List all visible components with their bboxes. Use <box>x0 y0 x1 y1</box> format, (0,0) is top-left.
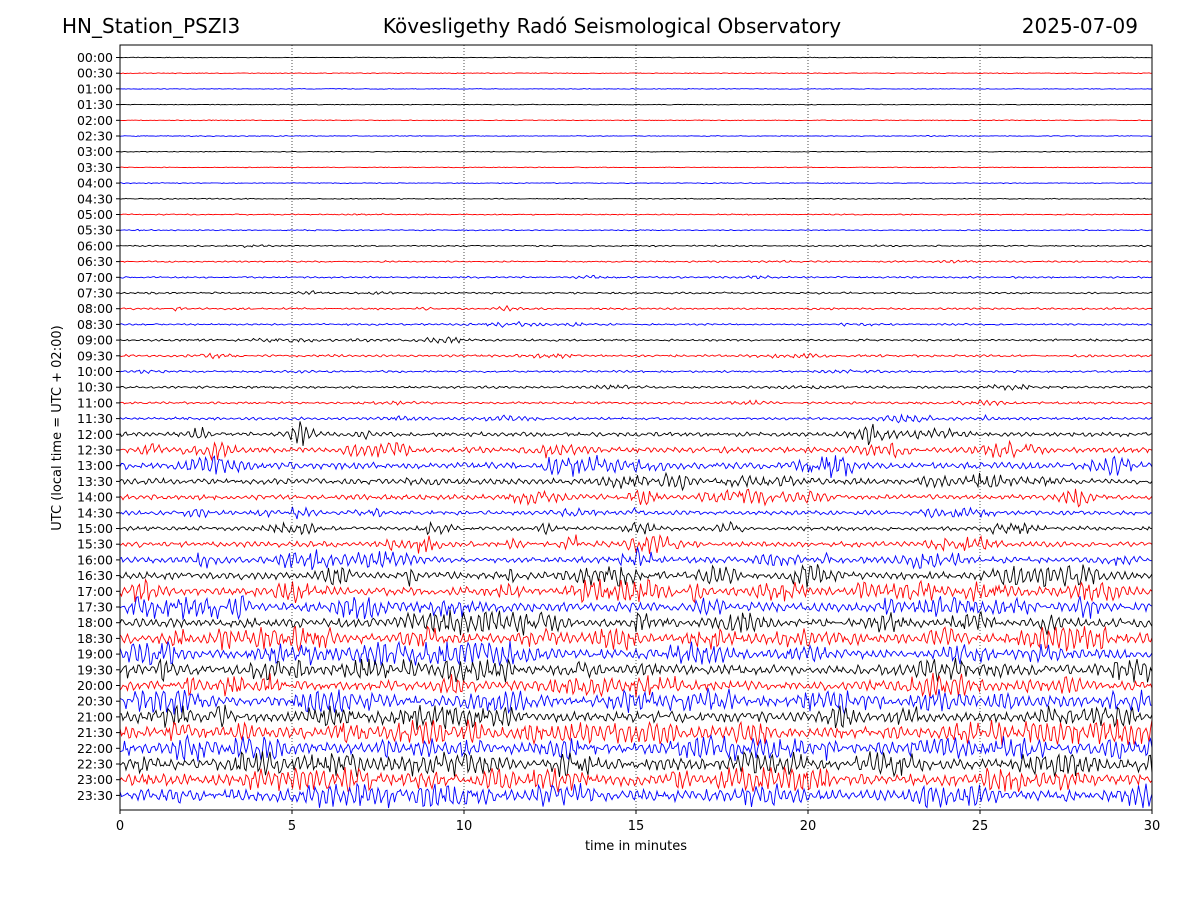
y-tick-label: 20:00 <box>77 678 113 693</box>
y-tick-label: 20:30 <box>77 694 113 709</box>
y-tick-label: 16:00 <box>77 552 113 567</box>
y-tick-label: 05:30 <box>77 223 113 238</box>
y-tick-label: 11:30 <box>77 411 113 426</box>
y-tick-label: 10:30 <box>77 380 113 395</box>
trace-0300 <box>119 150 1153 153</box>
y-tick-label: 14:30 <box>77 505 113 520</box>
y-tick-label: 06:30 <box>77 254 113 269</box>
trace-1430 <box>119 506 1153 520</box>
x-tick-label: 30 <box>1144 819 1161 834</box>
trace-0730 <box>120 290 1153 295</box>
trace-1100 <box>119 399 1153 407</box>
trace-1330 <box>119 471 1153 492</box>
trace-2000 <box>119 672 1153 698</box>
trace-1130 <box>119 413 1153 424</box>
y-tick-label: 05:00 <box>77 207 113 222</box>
trace-1730 <box>119 595 1153 621</box>
y-tick-label: 15:30 <box>77 537 113 552</box>
y-tick-label: 13:30 <box>77 474 113 489</box>
y-tick-label: 03:30 <box>77 160 113 175</box>
y-tick-label: 19:30 <box>77 662 113 677</box>
y-tick-label: 00:00 <box>77 50 113 65</box>
trace-1400 <box>119 488 1153 508</box>
trace-0100 <box>119 88 1152 90</box>
y-tick-label: 22:30 <box>77 757 113 772</box>
y-tick-label: 21:30 <box>77 725 113 740</box>
y-tick-label: 19:00 <box>77 647 113 662</box>
y-axis-label: UTC (local time = UTC + 02:00) <box>50 325 65 530</box>
trace-2300 <box>119 766 1153 793</box>
y-tick-label: 12:00 <box>77 427 113 442</box>
y-tick-label: 08:30 <box>77 317 113 332</box>
y-tick-label: 04:00 <box>77 176 113 191</box>
trace-0330 <box>119 166 1153 169</box>
recording-date: 2025-07-09 <box>1021 14 1138 38</box>
y-tick-label: 09:30 <box>77 348 113 363</box>
y-tick-label: 04:30 <box>77 191 113 206</box>
y-tick-label: 07:00 <box>77 270 113 285</box>
y-tick-label: 15:00 <box>77 521 113 536</box>
trace-0530 <box>119 228 1153 232</box>
y-tick-label: 12:30 <box>77 443 113 458</box>
y-tick-label: 03:00 <box>77 144 113 159</box>
x-tick-label: 20 <box>800 819 817 834</box>
observatory-title: Kövesligethy Radó Seismological Observat… <box>382 14 842 38</box>
trace-2230 <box>119 751 1153 778</box>
trace-1000 <box>119 369 1153 375</box>
y-tick-label: 11:00 <box>77 395 113 410</box>
x-axis-label: time in minutes <box>585 839 687 854</box>
y-tick-label: 02:30 <box>77 129 113 144</box>
trace-0030 <box>119 72 1153 75</box>
x-tick-label: 25 <box>972 819 989 834</box>
trace-1200 <box>119 421 1153 446</box>
trace-0130 <box>119 103 1153 106</box>
y-tick-label: 10:00 <box>77 364 113 379</box>
y-tick-label: 17:00 <box>77 584 113 599</box>
y-tick-label: 07:30 <box>77 286 113 301</box>
y-tick-label: 06:00 <box>77 238 113 253</box>
y-tick-label: 22:00 <box>77 741 113 756</box>
x-tick-label: 0 <box>116 819 124 834</box>
trace-0930 <box>119 352 1153 360</box>
x-axis: 0 5 10 15 20 25 30 <box>116 810 1160 834</box>
trace-2200 <box>119 733 1153 762</box>
y-tick-label: 18:30 <box>77 631 113 646</box>
y-tick-label: 01:30 <box>77 97 113 112</box>
y-tick-label: 08:00 <box>77 301 113 316</box>
y-tick-label: 23:30 <box>77 788 113 803</box>
y-tick-label: 14:00 <box>77 490 113 505</box>
y-tick-label: 01:00 <box>77 81 113 96</box>
y-tick-label: 17:30 <box>77 600 113 615</box>
y-tick-label: 09:00 <box>77 333 113 348</box>
y-tick-label: 00:30 <box>77 66 113 81</box>
x-tick-label: 10 <box>456 819 473 834</box>
y-tick-label: 23:00 <box>77 772 113 787</box>
trace-2030 <box>119 687 1152 715</box>
y-tick-label: 16:30 <box>77 568 113 583</box>
trace-1900 <box>119 640 1153 667</box>
y-tick-label: 13:00 <box>77 458 113 473</box>
y-axis: 00:0000:3001:0001:3002:0002:3003:0003:30… <box>77 50 120 803</box>
y-tick-label: 18:00 <box>77 615 113 630</box>
y-tick-label: 02:00 <box>77 113 113 128</box>
x-tick-label: 15 <box>628 819 645 834</box>
y-tick-label: 21:00 <box>77 709 113 724</box>
x-tick-label: 5 <box>288 819 296 834</box>
station-name: HN_Station_PSZI3 <box>62 14 241 38</box>
